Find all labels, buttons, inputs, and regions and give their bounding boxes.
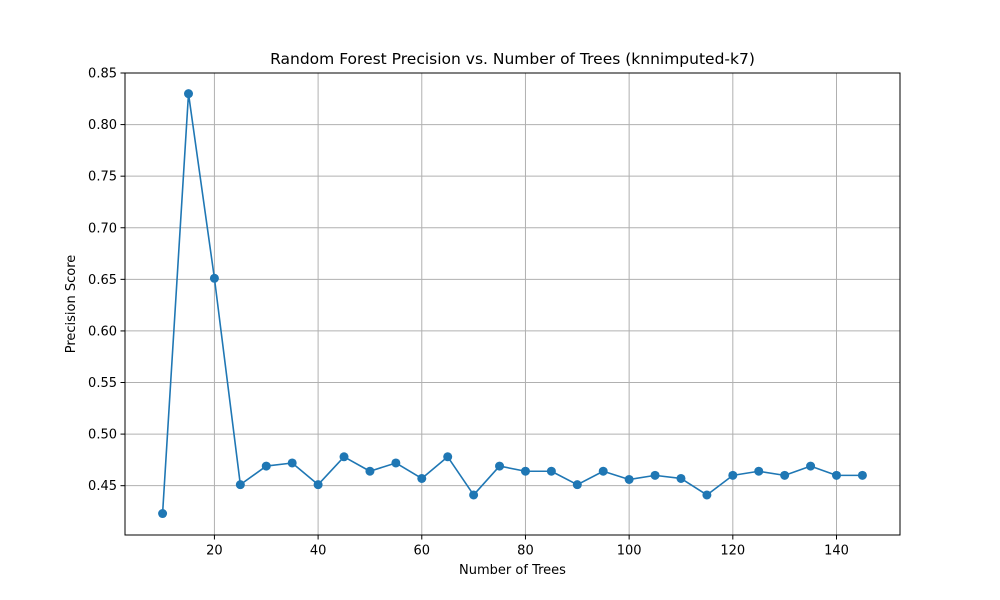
data-point <box>495 461 505 471</box>
y-tick-label: 0.55 <box>88 376 117 391</box>
y-tick-label: 0.85 <box>88 67 117 82</box>
data-point <box>443 452 453 462</box>
data-point <box>676 473 686 483</box>
data-point <box>650 470 660 480</box>
data-point <box>391 458 401 468</box>
axes-frame <box>124 72 901 536</box>
data-point <box>624 474 634 484</box>
data-point <box>313 480 323 490</box>
data-series <box>158 89 867 519</box>
data-point <box>728 470 738 480</box>
y-tick-label: 0.65 <box>88 273 117 288</box>
data-point <box>857 470 867 480</box>
data-point <box>546 466 556 476</box>
grid-lines <box>125 72 900 535</box>
data-point <box>469 490 479 500</box>
data-point <box>702 490 712 500</box>
data-point <box>209 273 219 283</box>
x-tick-label: 120 <box>720 544 745 559</box>
y-axis-label: Precision Score <box>64 255 79 354</box>
x-tick-label: 20 <box>206 544 223 559</box>
data-point <box>365 466 375 476</box>
y-tick-label: 0.75 <box>88 170 117 185</box>
x-tick-label: 80 <box>517 544 534 559</box>
x-tick-label: 100 <box>617 544 642 559</box>
data-point <box>158 509 168 519</box>
data-point <box>780 470 790 480</box>
y-tick-label: 0.50 <box>88 428 117 443</box>
x-tick-label: 40 <box>310 544 327 559</box>
y-tick-label: 0.80 <box>88 118 117 133</box>
y-tick-label: 0.60 <box>88 324 117 339</box>
x-tick-label: 60 <box>414 544 431 559</box>
x-axis-label: Number of Trees <box>459 563 566 578</box>
data-point <box>754 466 764 476</box>
data-point <box>261 461 271 471</box>
data-point <box>184 89 194 99</box>
data-point <box>417 473 427 483</box>
x-axis-ticks: 20 40 60 80 100 120 140 <box>206 535 849 559</box>
data-point <box>339 452 349 462</box>
series-line <box>161 92 863 514</box>
y-tick-label: 0.45 <box>88 479 117 494</box>
data-point <box>831 470 841 480</box>
y-axis-ticks: 0.45 0.50 0.55 0.60 0.65 0.70 0.75 0.80 0.85 <box>88 67 125 494</box>
x-tick-label: 140 <box>824 544 849 559</box>
y-tick-label: 0.70 <box>88 221 117 236</box>
data-point <box>572 480 582 490</box>
data-point <box>287 458 297 468</box>
data-point <box>520 466 530 476</box>
data-point <box>806 461 816 471</box>
chart-title: Random Forest Precision vs. Number of Tr… <box>270 50 755 68</box>
data-point <box>235 480 245 490</box>
data-point <box>598 466 608 476</box>
